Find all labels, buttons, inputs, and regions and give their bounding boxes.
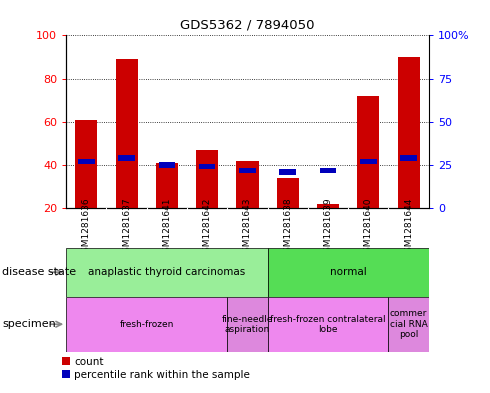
Bar xyxy=(397,57,419,208)
Bar xyxy=(317,204,339,208)
Bar xyxy=(196,150,218,208)
Text: fine-needle
aspiration: fine-needle aspiration xyxy=(221,314,273,334)
Bar xyxy=(78,159,95,164)
Bar xyxy=(116,59,138,208)
Bar xyxy=(66,297,227,352)
Bar xyxy=(360,159,377,164)
Text: fresh-frozen: fresh-frozen xyxy=(120,320,174,329)
Text: fresh-frozen contralateral
lobe: fresh-frozen contralateral lobe xyxy=(270,314,386,334)
Bar xyxy=(199,164,216,169)
Bar xyxy=(156,163,178,208)
Bar xyxy=(389,297,429,352)
Bar xyxy=(159,162,175,168)
Legend: count, percentile rank within the sample: count, percentile rank within the sample xyxy=(62,357,250,380)
Text: disease state: disease state xyxy=(2,267,76,277)
Text: GSM1281638: GSM1281638 xyxy=(283,198,292,258)
Text: GSM1281642: GSM1281642 xyxy=(203,198,212,258)
Bar xyxy=(357,96,379,208)
Text: GSM1281636: GSM1281636 xyxy=(82,198,91,258)
Bar xyxy=(118,156,135,161)
Bar xyxy=(236,161,259,208)
Text: GSM1281639: GSM1281639 xyxy=(323,198,333,258)
Bar xyxy=(66,248,268,297)
Text: GSM1281640: GSM1281640 xyxy=(364,198,373,258)
Bar xyxy=(279,169,296,174)
Title: GDS5362 / 7894050: GDS5362 / 7894050 xyxy=(180,18,315,31)
Text: anaplastic thyroid carcinomas: anaplastic thyroid carcinomas xyxy=(88,267,245,277)
Bar xyxy=(277,178,299,208)
Text: normal: normal xyxy=(330,267,367,277)
Bar xyxy=(75,119,98,208)
Text: commer
cial RNA
pool: commer cial RNA pool xyxy=(390,309,427,339)
Bar xyxy=(319,167,336,173)
Bar xyxy=(268,248,429,297)
Bar xyxy=(400,156,417,161)
Bar xyxy=(227,297,268,352)
Bar xyxy=(239,167,256,173)
Text: GSM1281641: GSM1281641 xyxy=(162,198,171,258)
Bar xyxy=(268,297,389,352)
Text: GSM1281637: GSM1281637 xyxy=(122,198,131,258)
Text: GSM1281644: GSM1281644 xyxy=(404,198,413,258)
Text: GSM1281643: GSM1281643 xyxy=(243,198,252,258)
Text: specimen: specimen xyxy=(2,319,56,329)
